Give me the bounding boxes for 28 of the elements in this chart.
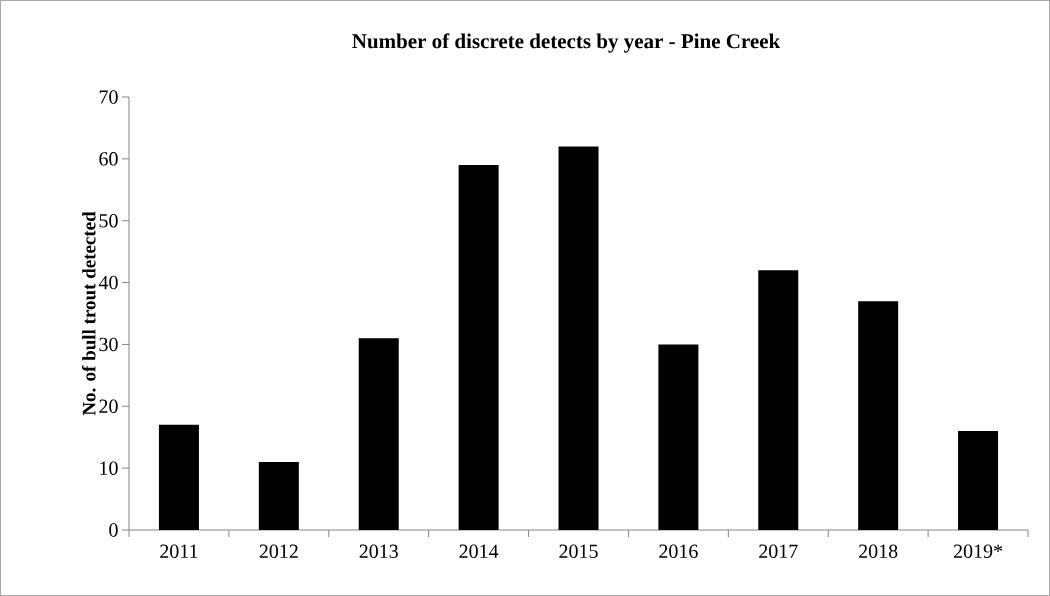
bar — [758, 270, 799, 530]
y-tick-label: 60 — [99, 152, 118, 166]
y-tick-label: 50 — [99, 213, 118, 228]
y-tick-label: 40 — [98, 275, 118, 290]
x-tick-label: 2016 — [659, 544, 698, 559]
bar — [858, 301, 899, 530]
x-tick-label: 2011 — [160, 544, 198, 559]
x-tick-label: 2012 — [259, 544, 298, 559]
x-tick-label: 2019* — [953, 544, 1003, 559]
chart-title: Number of discrete detects by year - Pine Creek — [352, 33, 781, 53]
y-axis-title: No. of bull trout detected — [82, 211, 96, 416]
bar — [158, 424, 199, 530]
x-tick-label: 2018 — [859, 544, 898, 559]
bar — [558, 146, 599, 530]
x-tick-label: 2015 — [559, 544, 598, 559]
y-tick-label: 10 — [100, 461, 118, 475]
y-tick-label: 70 — [99, 90, 118, 104]
y-tick-label: 30 — [99, 337, 118, 352]
bar — [458, 165, 499, 530]
bar — [358, 338, 399, 530]
bar — [258, 461, 299, 530]
y-tick-label: 0 — [109, 523, 118, 537]
bar — [958, 431, 999, 530]
bar — [658, 344, 699, 530]
x-tick-label: 2013 — [359, 544, 398, 559]
x-tick-label: 2017 — [759, 544, 798, 559]
y-tick-label: 20 — [99, 399, 118, 414]
x-tick-label: 2014 — [459, 544, 499, 559]
